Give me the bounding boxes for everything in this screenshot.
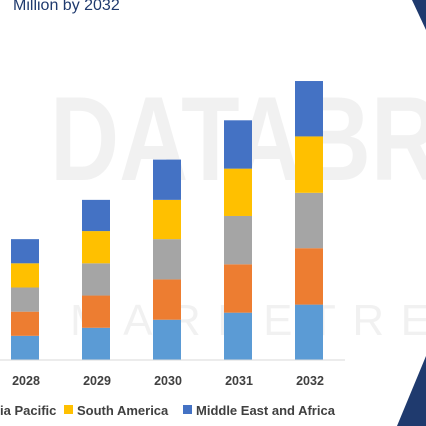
bar-segment-2030-series-3	[153, 239, 181, 280]
bar-segment-2030-series-1	[153, 319, 181, 360]
x-tick-label-2031: 2031	[225, 374, 253, 388]
bar-segment-2028-series-5	[11, 239, 39, 264]
bar-segment-2031-series-4	[224, 168, 252, 216]
legend-label-asia-pacific: ia Pacific	[0, 403, 56, 418]
bar-segment-2032-series-4	[295, 136, 323, 193]
bar-segment-2032-series-1	[295, 304, 323, 360]
x-tick-label-2029: 2029	[83, 374, 111, 388]
bars-layer	[11, 81, 323, 360]
legend: ia Pacific South America Middle East and…	[0, 403, 336, 418]
legend-label-middle-east-africa: Middle East and Africa	[196, 403, 336, 418]
bar-segment-2032-series-5	[295, 81, 323, 137]
bar-segment-2031-series-5	[224, 120, 252, 169]
legend-swatch-middle-east-africa	[183, 405, 192, 414]
bar-segment-2028-series-1	[11, 335, 39, 360]
x-tick-labels: 2028 2029 2030 2031 2032	[12, 374, 324, 388]
bar-segment-2029-series-3	[82, 263, 110, 296]
bar-segment-2028-series-3	[11, 287, 39, 312]
bar-segment-2029-series-1	[82, 327, 110, 360]
bar-segment-2029-series-5	[82, 199, 110, 232]
bar-segment-2028-series-4	[11, 263, 39, 288]
bar-segment-2030-series-4	[153, 199, 181, 240]
bar-segment-2031-series-2	[224, 264, 252, 313]
x-tick-label-2030: 2030	[154, 374, 182, 388]
bar-segment-2029-series-2	[82, 295, 110, 328]
legend-swatch-south-america	[64, 405, 73, 414]
bar-segment-2030-series-5	[153, 159, 181, 200]
bar-segment-2032-series-3	[295, 192, 323, 249]
corner-triangle-top	[412, 0, 426, 30]
bar-segment-2031-series-1	[224, 312, 252, 360]
bar-segment-2031-series-3	[224, 215, 252, 265]
x-tick-label-2028: 2028	[12, 374, 40, 388]
bar-segment-2032-series-2	[295, 248, 323, 305]
corner-triangle-bottom	[397, 356, 426, 426]
bar-segment-2029-series-4	[82, 231, 110, 264]
bar-segment-2028-series-2	[11, 311, 39, 336]
legend-label-south-america: South America	[77, 403, 169, 418]
chart-title: Million by 2032	[13, 0, 120, 14]
x-tick-label-2032: 2032	[296, 374, 324, 388]
bar-segment-2030-series-2	[153, 279, 181, 320]
